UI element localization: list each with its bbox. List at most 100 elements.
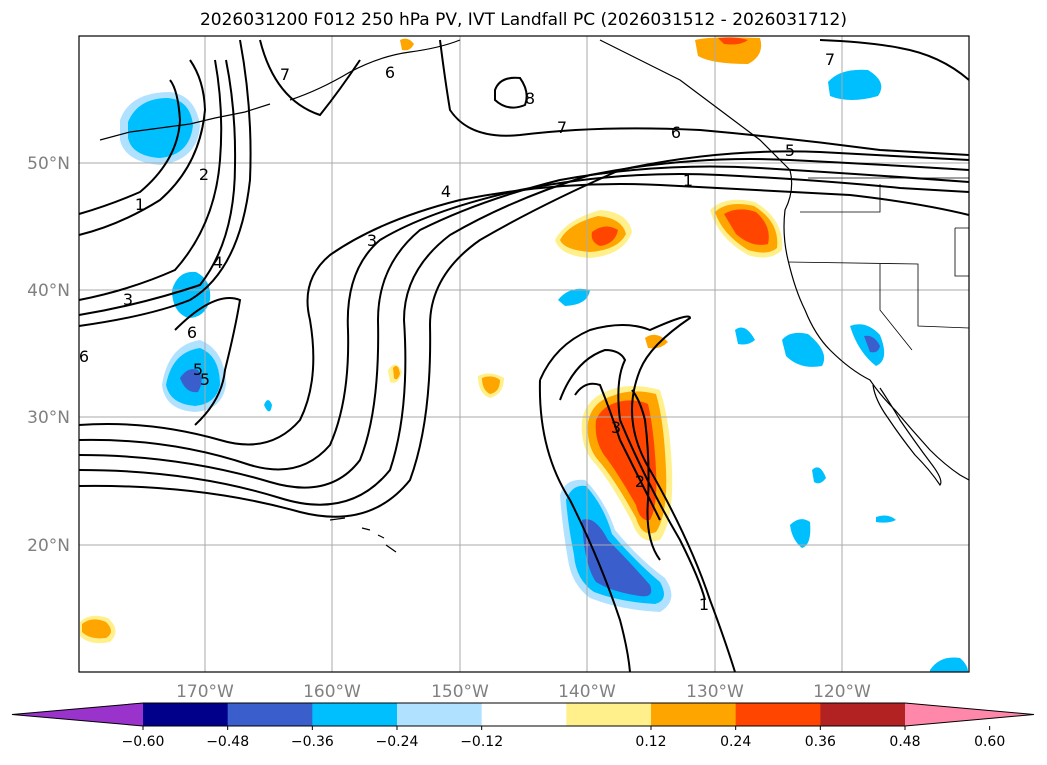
coast-baja bbox=[872, 384, 942, 487]
lon-label: 120°W bbox=[813, 682, 871, 702]
graticule bbox=[79, 36, 969, 672]
pv-pos-deep-44n bbox=[724, 209, 769, 245]
pv-neg-speck-1 bbox=[264, 400, 272, 412]
pv-neg-region-ne6 bbox=[812, 467, 826, 484]
contour-plume-4 bbox=[538, 379, 631, 673]
coast-west-us bbox=[783, 169, 970, 481]
contour-west-3 bbox=[78, 59, 237, 316]
contour-label: 6 bbox=[187, 323, 197, 342]
map-title: 2026031200 F012 250 hPa PV, IVT Landfall… bbox=[199, 10, 847, 30]
colorbar-segment bbox=[735, 703, 821, 726]
border-or-ca bbox=[787, 261, 970, 329]
colorbar-segment bbox=[397, 703, 483, 726]
colorbar-segment bbox=[481, 703, 567, 726]
pv-neg-deep-plume bbox=[582, 519, 652, 597]
lon-label: 170°W bbox=[176, 682, 234, 702]
colorbar-tick-label: 0.48 bbox=[889, 734, 920, 750]
contour-label: 3 bbox=[611, 418, 621, 437]
contour-label: 7 bbox=[557, 118, 567, 137]
contour-label: 6 bbox=[671, 123, 681, 142]
map-frame bbox=[78, 35, 970, 673]
lat-label: 30°N bbox=[27, 408, 70, 428]
contour-plume-5 bbox=[631, 389, 661, 561]
contour-label: 1 bbox=[683, 171, 693, 190]
contour-closed-8 bbox=[494, 76, 528, 109]
colorbar-tick-label: −0.48 bbox=[206, 734, 249, 750]
pv-neg-region-ne4 bbox=[735, 327, 755, 345]
contour-plume-2 bbox=[559, 348, 706, 601]
colorbar-segment bbox=[312, 703, 398, 726]
colorbar-tick-label: 0.60 bbox=[974, 734, 1005, 750]
lon-label: 130°W bbox=[686, 682, 744, 702]
contour-sw-3 bbox=[78, 165, 970, 489]
colorbar-segment bbox=[820, 703, 906, 726]
contour-sw-1 bbox=[78, 183, 970, 446]
contour-label: 3 bbox=[123, 290, 133, 309]
lon-label: 140°W bbox=[558, 682, 616, 702]
contour-label: 7 bbox=[280, 65, 290, 84]
coast-hawaii bbox=[329, 517, 397, 553]
contour-label: 6 bbox=[79, 347, 89, 366]
contour-label: 6 bbox=[385, 63, 395, 82]
colorbar-extend-max bbox=[905, 703, 1034, 726]
contour-plume-3 bbox=[574, 382, 661, 521]
colorbar: −0.60 −0.48 −0.36 −0.24 −0.12 0.12 0.24 0.36 0.4… bbox=[11, 702, 1035, 750]
border-wa-or bbox=[800, 184, 881, 213]
colorbar-segment bbox=[143, 703, 229, 726]
pv-neg-region-se bbox=[930, 657, 968, 672]
contour-label: 4 bbox=[213, 253, 223, 272]
colorbar-tick-label: −0.60 bbox=[122, 734, 165, 750]
contour-label: 2 bbox=[199, 165, 209, 184]
pv-pos-speck-1-core bbox=[393, 366, 400, 380]
lat-label: 40°N bbox=[27, 281, 70, 301]
coastline-layer bbox=[99, 39, 970, 553]
latitude-labels: 50°N 40°N 30°N 20°N bbox=[27, 154, 70, 556]
colorbar-segment bbox=[651, 703, 737, 726]
lat-label: 50°N bbox=[27, 154, 70, 174]
colorbar-tick-label: 0.36 bbox=[805, 734, 836, 750]
pv-neg-region-ne1 bbox=[828, 69, 882, 100]
colorbar-segment bbox=[566, 703, 652, 726]
border-ca-nv bbox=[879, 264, 913, 351]
contour-label-layer: 7 6 7 6 5 1 4 3 2 1 3 4 6 5 3 2 1 7 8 6 5 bbox=[79, 50, 835, 614]
pv-fill-layer bbox=[80, 37, 968, 672]
colorbar-tick-label: −0.36 bbox=[291, 734, 334, 750]
contour-north-1 bbox=[259, 39, 970, 156]
contour-west-5 bbox=[174, 297, 242, 426]
pv-pos-region-top bbox=[695, 37, 762, 64]
pv-neg-speck-2 bbox=[558, 288, 590, 306]
lon-label: 150°W bbox=[431, 682, 489, 702]
contour-label: 5 bbox=[193, 360, 203, 379]
pv-pos-deep-plume bbox=[595, 400, 657, 521]
pv-neg-region-ne3 bbox=[850, 324, 885, 366]
lon-label: 160°W bbox=[303, 682, 361, 702]
contour-label: 5 bbox=[200, 370, 210, 389]
contour-plume-1 bbox=[539, 315, 736, 673]
pv-pos-core-nw bbox=[82, 619, 111, 639]
colorbar-extend-min bbox=[12, 703, 143, 726]
pv-pos-deep-42n bbox=[591, 226, 618, 246]
colorbar-tick-label: 0.12 bbox=[635, 734, 666, 750]
colorbar-tick-label: −0.12 bbox=[460, 734, 503, 750]
pv-pos-speck-2-core bbox=[482, 376, 500, 394]
pv-neg-region-ne2 bbox=[782, 332, 825, 367]
contour-west-4 bbox=[78, 39, 252, 327]
pv-pos-deep-top bbox=[718, 37, 748, 45]
pv-neg-region-ne5 bbox=[790, 519, 811, 548]
colorbar-tick-label: 0.24 bbox=[720, 734, 751, 750]
contour-label: 5 bbox=[785, 141, 795, 160]
contour-label: 2 bbox=[635, 472, 645, 491]
contour-sw-4 bbox=[78, 158, 970, 506]
contour-sw-5 bbox=[78, 150, 970, 518]
coast-alaska bbox=[289, 39, 791, 171]
pv-contour-layer bbox=[78, 39, 970, 673]
contour-label: 4 bbox=[441, 182, 451, 201]
contour-sw-2 bbox=[78, 173, 970, 471]
contour-label: 3 bbox=[367, 231, 377, 250]
contour-label: 1 bbox=[135, 195, 145, 214]
contour-west-2 bbox=[78, 59, 223, 301]
pv-pos-speck-top bbox=[400, 38, 414, 51]
contour-west-1 bbox=[78, 59, 207, 236]
contour-label: 8 bbox=[525, 89, 535, 108]
